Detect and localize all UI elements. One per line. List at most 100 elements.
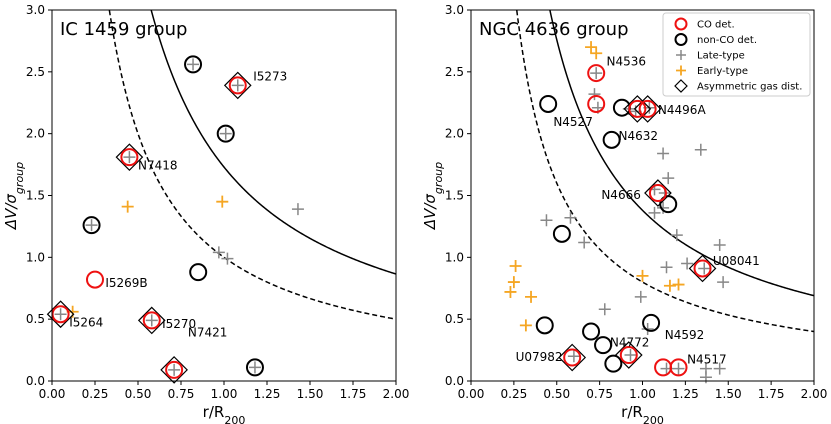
non-co-detection-marker (642, 313, 661, 332)
legend-label-early: Early-type (697, 66, 748, 77)
x-tick-label: 1.00 (629, 387, 656, 401)
x-axis-label: r/R200 (203, 403, 246, 424)
x-tick-label: 2.00 (383, 387, 410, 401)
y-axis-label: ΔV/σgroup (2, 162, 26, 230)
late-type-point (694, 143, 707, 156)
galaxy-label: I5270 (162, 317, 196, 331)
galaxy-label: U08041 (713, 254, 760, 268)
curve-solid (549, 10, 814, 297)
late-type-point (698, 262, 711, 275)
curve-dashed (515, 10, 814, 333)
co-detection-marker (563, 348, 582, 367)
late-type-point (713, 238, 726, 251)
early-type-point (672, 278, 685, 291)
asymmetric-gas-marker (633, 95, 662, 123)
legend-late-icon (676, 50, 686, 60)
legend-box (662, 12, 811, 97)
y-tick-label: 3.0 (445, 3, 464, 17)
galaxy-label: N4632 (618, 129, 658, 143)
y-tick-label: 0.5 (26, 312, 45, 326)
asymmetric-gas-marker (614, 341, 643, 369)
plot-right: N4536 N4496A N4527 N4632 N4666 U08041 N4772 U07… (421, 3, 827, 424)
y-tick-label: 2.0 (26, 127, 45, 141)
late-type-point (598, 303, 611, 316)
legend-early-icon (676, 65, 686, 76)
late-type-point (578, 236, 591, 249)
asymmetric-gas-marker (688, 254, 717, 283)
late-type-point (291, 203, 304, 216)
x-tick-label: 0.25 (501, 387, 528, 401)
non-co-detection-marker (582, 322, 601, 341)
y-axis-label-sub: group (13, 162, 26, 194)
non-co-detection-marker (594, 336, 613, 355)
chart-title: NGC 4636 group (479, 19, 629, 40)
non-co-detection-marker (552, 224, 571, 243)
legend-asym-icon (674, 79, 688, 93)
legend-co-icon (674, 17, 688, 31)
late-type-point (660, 261, 673, 274)
non-co-detection-marker (539, 94, 558, 113)
early-type-point (525, 290, 538, 303)
non-co-detection-marker (602, 130, 621, 149)
galaxy-label: U07982 (516, 350, 563, 364)
x-axis-label-main: r/R (203, 403, 225, 421)
late-type-point (123, 151, 136, 164)
galaxy-label: N4772 (610, 335, 650, 349)
non-co-detection-marker (535, 316, 554, 335)
late-type-point (248, 361, 261, 374)
y-tick-label: 1.0 (445, 250, 464, 264)
co-detection-marker (587, 94, 606, 113)
non-co-detection-marker (245, 358, 264, 377)
late-type-point (717, 276, 730, 289)
non-co-detection-marker (612, 98, 631, 117)
x-tick-label: 1.75 (758, 387, 785, 401)
co-detection-marker (654, 358, 673, 377)
late-type-point (681, 257, 694, 270)
x-tick-label: 1.75 (340, 387, 367, 401)
co-detection-marker (669, 358, 688, 377)
asymmetric-gas-marker (115, 143, 144, 172)
y-tick-label: 1.0 (26, 250, 45, 264)
co-detection-marker (619, 346, 638, 365)
non-co-detection-marker (216, 124, 235, 143)
x-tick-label: 1.00 (211, 387, 238, 401)
late-type-point (662, 172, 675, 185)
co-detection-marker (638, 99, 657, 118)
co-detection-marker (120, 148, 139, 167)
legend-label-co: CO det. (697, 20, 735, 31)
late-type-point (85, 219, 98, 232)
co-detection-marker (693, 259, 712, 278)
x-tick-label: 1.50 (715, 387, 742, 401)
asymmetric-gas-marker (644, 179, 672, 207)
x-axis-label-sub: 200 (224, 414, 245, 424)
late-type-point (590, 67, 603, 80)
late-type-point (231, 79, 244, 92)
x-tick-label: 0.75 (168, 387, 195, 401)
late-type-point (564, 211, 577, 224)
y-tick-label: 0.0 (445, 374, 464, 388)
late-type-point (145, 314, 158, 327)
galaxy-label: I5269B (105, 276, 147, 290)
y-axis-label-sub: group (432, 162, 445, 194)
late-type-point (187, 58, 200, 71)
y-axis-label: ΔV/σgroup (421, 162, 445, 230)
galaxy-label: N4536 (606, 55, 646, 69)
y-tick-label: 1.5 (26, 189, 45, 203)
early-type-point (585, 41, 598, 54)
late-type-point (567, 350, 580, 363)
late-type-point (540, 214, 553, 227)
galaxy-label: N4517 (687, 353, 727, 367)
late-type-point (657, 147, 670, 160)
late-type-point (713, 362, 726, 375)
x-tick-label: 0.75 (586, 387, 613, 401)
early-type-point (519, 319, 532, 332)
chart-title: IC 1459 group (60, 19, 187, 40)
co-detection-marker (142, 311, 161, 330)
non-co-detection-marker (659, 195, 678, 214)
y-tick-label: 2.0 (445, 127, 464, 141)
y-tick-label: 0.0 (26, 374, 45, 388)
co-detection-marker (228, 76, 247, 95)
x-tick-label: 0.00 (458, 387, 485, 401)
curve-dashed (108, 10, 396, 320)
